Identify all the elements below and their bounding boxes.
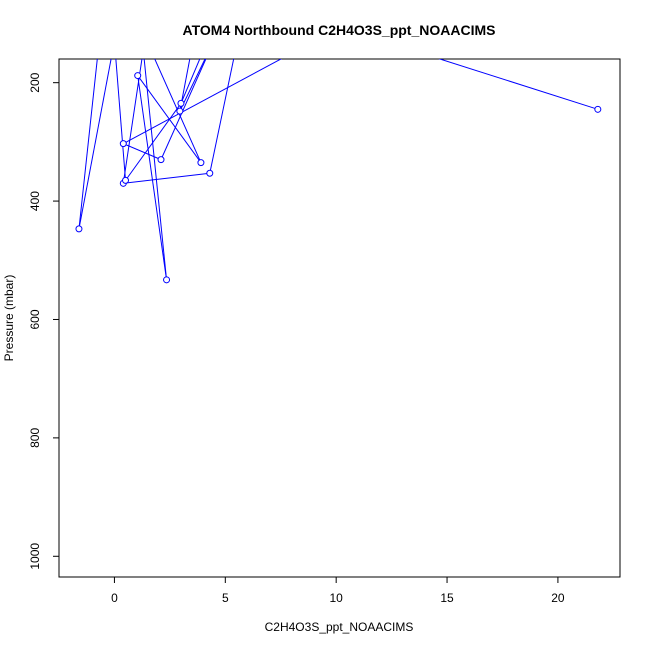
y-axis: 200 400 600 800 1000	[28, 72, 60, 570]
series-segment	[123, 59, 282, 145]
data-point	[134, 72, 142, 80]
x-tick-label: 15	[440, 591, 454, 605]
series-segment	[179, 59, 206, 112]
series-segment	[122, 59, 143, 184]
series-segment	[115, 59, 127, 181]
data-point	[176, 107, 184, 115]
y-tick-label: 200	[28, 72, 42, 92]
x-axis-label: C2H4O3S_ppt_NOAACIMS	[265, 620, 414, 634]
y-tick-label: 400	[28, 191, 42, 211]
series-segment	[78, 59, 98, 229]
series-segment	[78, 59, 112, 229]
marker-group	[75, 72, 602, 284]
x-tick-label: 20	[551, 591, 565, 605]
series-segment	[314, 41, 403, 47]
chart-title: ATOM4 Northbound C2H4O3S_ppt_NOAACIMS	[183, 22, 496, 38]
series-segment	[125, 103, 182, 181]
series-segment	[143, 59, 168, 280]
series-segment	[152, 47, 192, 53]
data-point	[75, 225, 83, 233]
x-tick-label: 0	[111, 591, 118, 605]
x-tick-label: 5	[222, 591, 229, 605]
y-tick-label: 800	[28, 428, 42, 448]
data-point	[122, 176, 130, 184]
plot-frame	[58, 58, 621, 578]
data-point	[119, 140, 127, 148]
y-axis-label: Pressure (mbar)	[2, 275, 16, 362]
series-segment	[123, 172, 210, 184]
data-point	[206, 169, 214, 177]
series-group	[78, 41, 598, 280]
series-segment	[123, 143, 162, 161]
y-tick-label: 600	[28, 309, 42, 329]
x-axis: 0 5 10 15 20	[111, 576, 565, 605]
x-tick-label: 10	[329, 591, 343, 605]
y-tick-label: 1000	[28, 543, 42, 570]
data-point	[197, 159, 205, 167]
data-point	[163, 276, 171, 284]
series-segment	[209, 59, 235, 174]
data-point	[594, 105, 602, 113]
series-segment	[137, 75, 168, 280]
data-point	[157, 156, 165, 164]
series-segment	[154, 59, 202, 163]
data-point	[177, 99, 185, 107]
series-segment	[438, 59, 598, 110]
series-segment	[180, 59, 201, 104]
series-segment	[160, 59, 207, 160]
